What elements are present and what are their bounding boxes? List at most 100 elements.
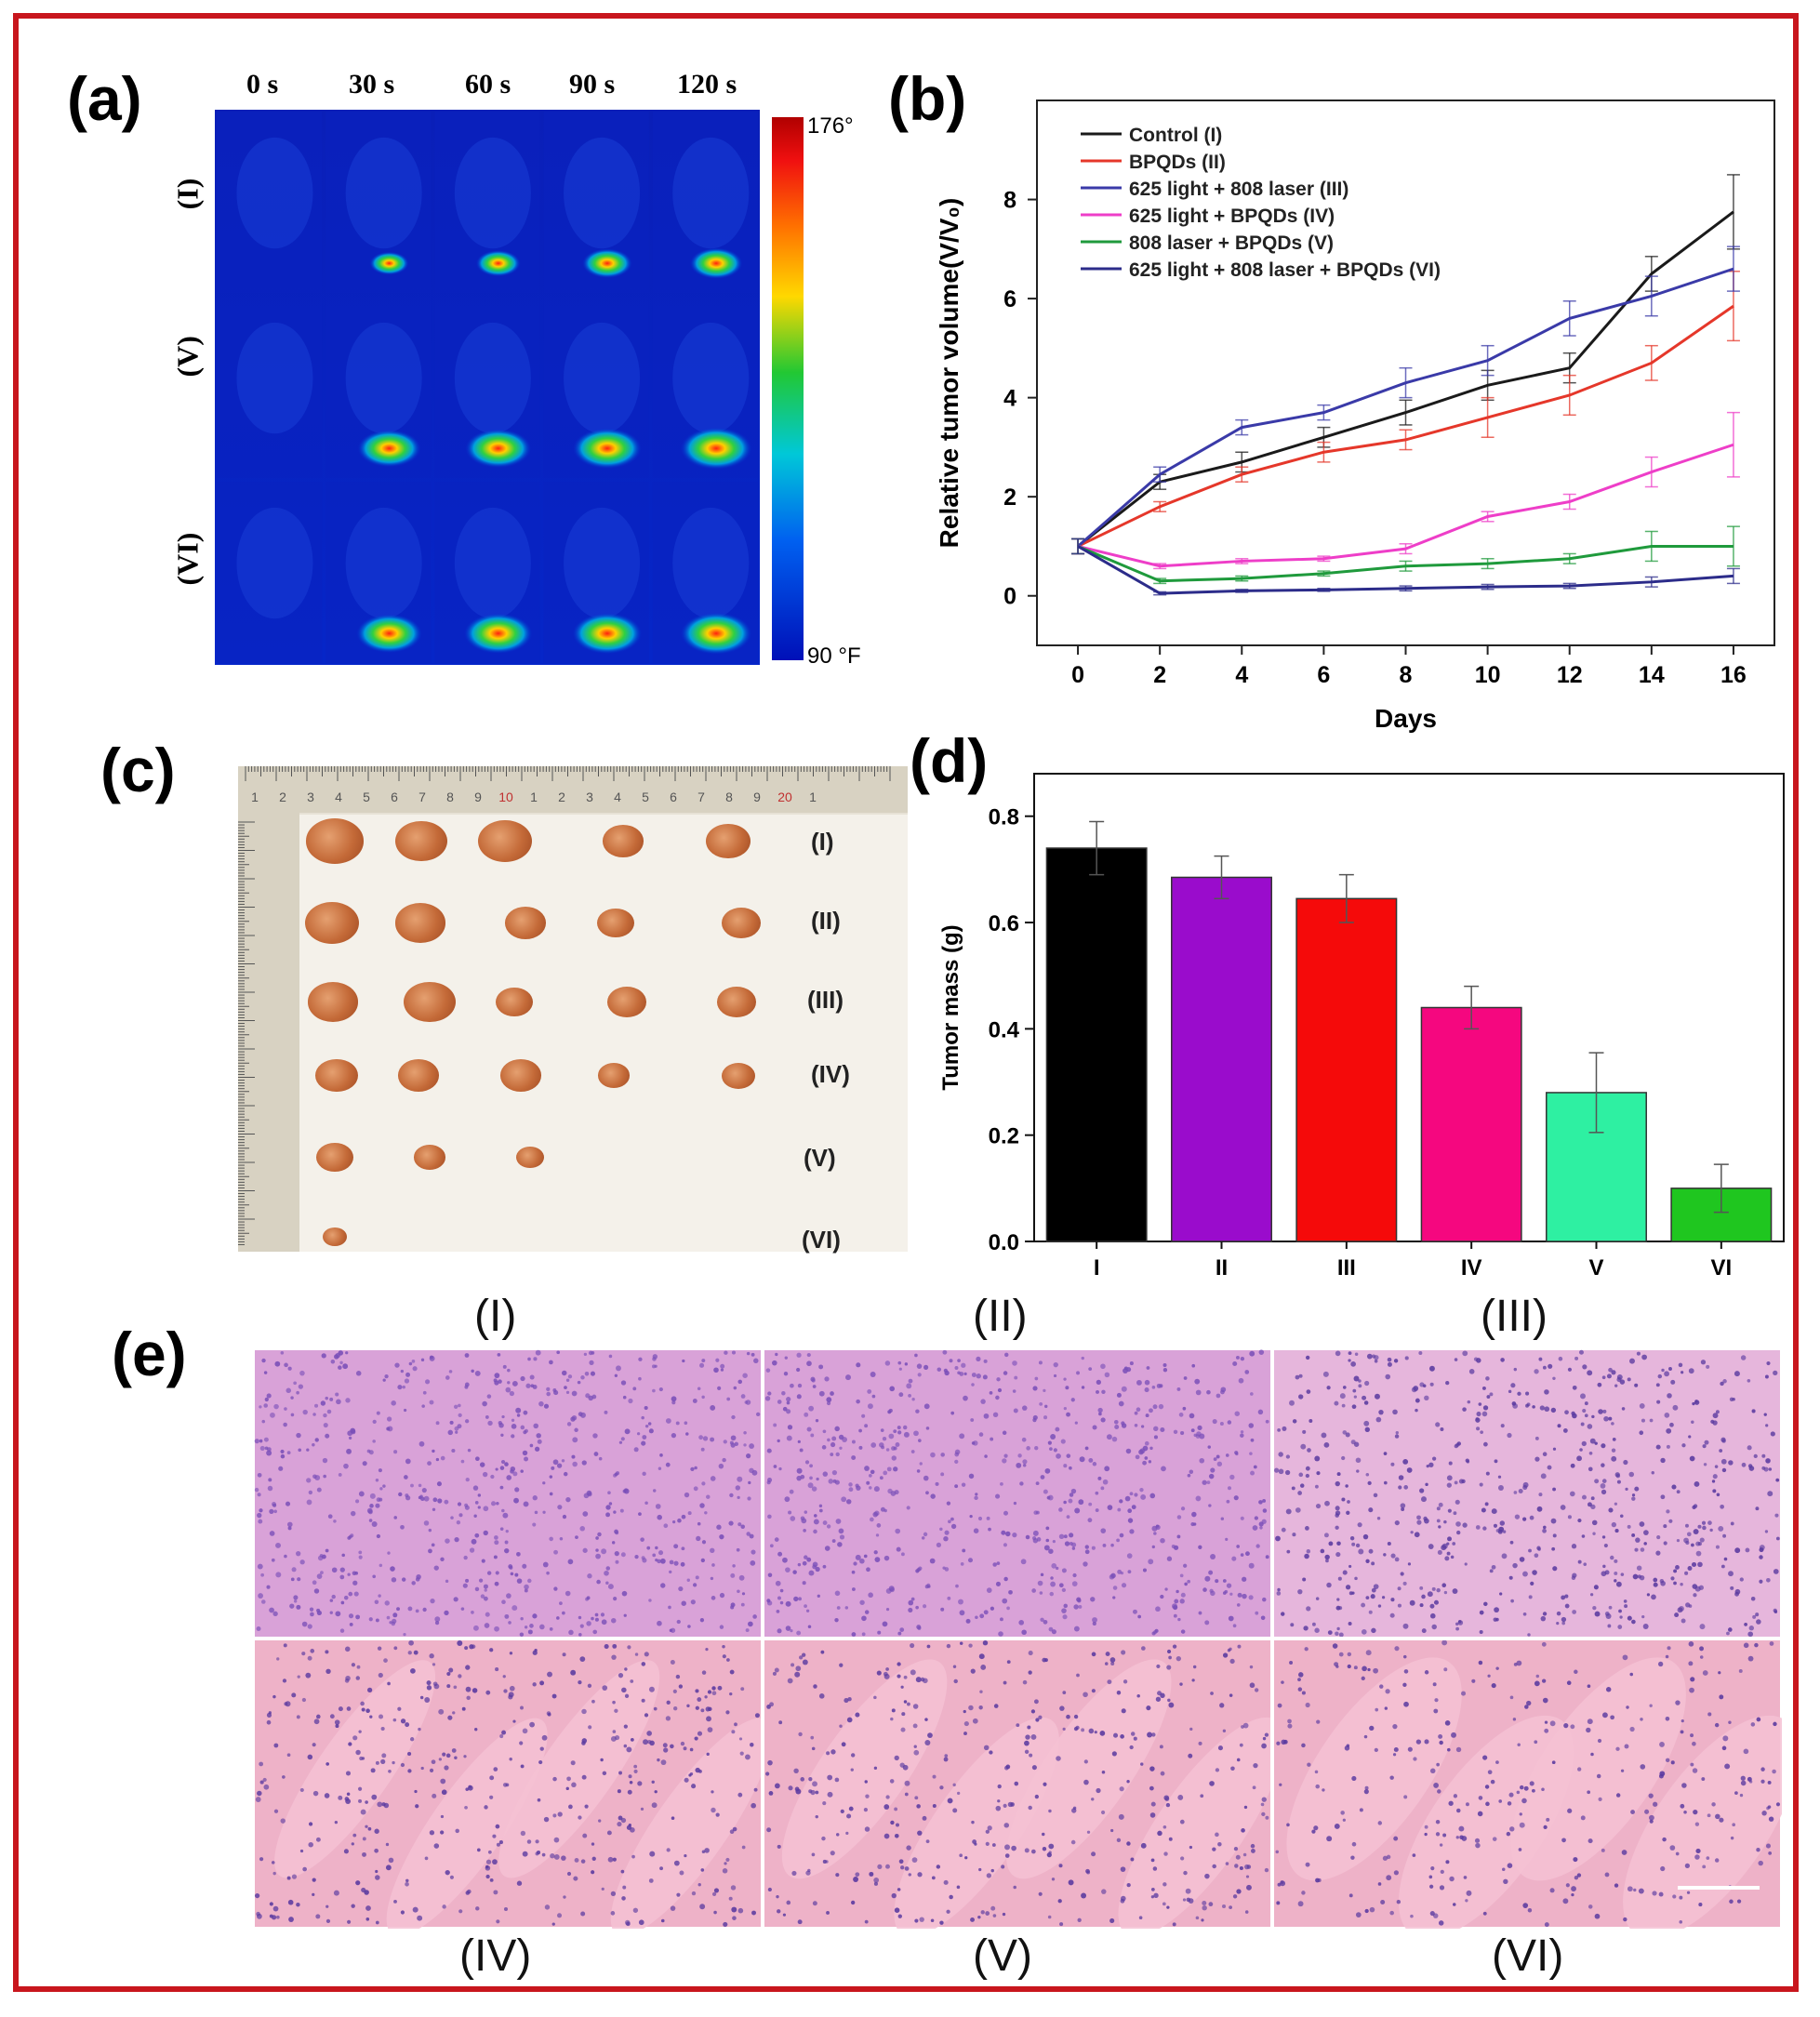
cell-nucleus bbox=[1634, 1383, 1639, 1387]
cell-nucleus bbox=[671, 1519, 676, 1524]
cell-nucleus bbox=[1694, 1854, 1700, 1860]
cell-nucleus bbox=[1095, 1508, 1099, 1512]
cell-nucleus bbox=[1516, 1660, 1522, 1666]
x-tick-label: 0 bbox=[1071, 662, 1084, 688]
cell-nucleus bbox=[1567, 1367, 1573, 1372]
cell-nucleus bbox=[257, 1563, 263, 1570]
mouse-body-outline bbox=[564, 507, 641, 619]
cell-nucleus bbox=[1716, 1493, 1720, 1497]
cell-nucleus bbox=[883, 1470, 888, 1476]
cell-nucleus bbox=[1056, 1453, 1061, 1459]
cell-nucleus bbox=[284, 1702, 288, 1706]
cell-nucleus bbox=[571, 1390, 578, 1397]
cell-nucleus bbox=[1142, 1460, 1147, 1466]
cell-nucleus bbox=[1435, 1819, 1441, 1825]
cell-nucleus bbox=[910, 1642, 915, 1649]
cell-nucleus bbox=[1195, 1389, 1202, 1396]
cell-nucleus bbox=[684, 1777, 689, 1783]
cell-nucleus bbox=[796, 1467, 803, 1474]
cell-nucleus bbox=[1367, 1480, 1372, 1486]
cell-nucleus bbox=[348, 1436, 352, 1440]
cell-nucleus bbox=[1314, 1627, 1320, 1633]
excised-tumor bbox=[598, 1063, 630, 1088]
cell-nucleus bbox=[736, 1547, 740, 1552]
cell-nucleus bbox=[911, 1398, 915, 1401]
cell-nucleus bbox=[1400, 1503, 1406, 1508]
cell-nucleus bbox=[1478, 1402, 1482, 1406]
cell-nucleus bbox=[1129, 1492, 1134, 1496]
cell-nucleus bbox=[1552, 1376, 1556, 1381]
cell-nucleus bbox=[873, 1878, 880, 1883]
cell-nucleus bbox=[1544, 1720, 1548, 1724]
cell-nucleus bbox=[742, 1373, 748, 1378]
cell-nucleus bbox=[505, 1387, 511, 1393]
cell-nucleus bbox=[325, 1918, 331, 1924]
cell-nucleus bbox=[1153, 1532, 1157, 1535]
cell-nucleus bbox=[513, 1497, 519, 1504]
cell-nucleus bbox=[730, 1572, 736, 1578]
cell-nucleus bbox=[1021, 1437, 1027, 1442]
cell-nucleus bbox=[748, 1621, 753, 1627]
cell-nucleus bbox=[1552, 1566, 1558, 1572]
cell-nucleus bbox=[810, 1433, 815, 1438]
cell-nucleus bbox=[997, 1387, 1003, 1393]
cell-nucleus bbox=[286, 1521, 293, 1528]
cell-nucleus bbox=[1160, 1771, 1165, 1776]
y-axis-label: Tumor mass (g) bbox=[938, 924, 963, 1090]
cell-nucleus bbox=[914, 1796, 919, 1800]
cell-nucleus bbox=[689, 1772, 694, 1776]
cell-nucleus bbox=[1059, 1922, 1064, 1927]
cell-nucleus bbox=[808, 1777, 813, 1782]
thermal-hotspot bbox=[582, 248, 632, 278]
cell-nucleus bbox=[524, 1588, 528, 1593]
cell-nucleus bbox=[1250, 1438, 1255, 1442]
cell-nucleus bbox=[1674, 1612, 1680, 1618]
cell-nucleus bbox=[652, 1553, 657, 1558]
cell-nucleus bbox=[786, 1409, 791, 1414]
cell-nucleus bbox=[1538, 1493, 1543, 1497]
cell-nucleus bbox=[898, 1392, 904, 1398]
cell-nucleus bbox=[464, 1419, 470, 1424]
cell-nucleus bbox=[738, 1574, 745, 1581]
cell-nucleus bbox=[964, 1856, 968, 1860]
cell-nucleus bbox=[1619, 1615, 1623, 1619]
cell-nucleus bbox=[1413, 1757, 1417, 1761]
cell-nucleus bbox=[1028, 1670, 1032, 1675]
cell-nucleus bbox=[705, 1648, 709, 1652]
cell-nucleus bbox=[414, 1789, 418, 1794]
cell-nucleus bbox=[487, 1420, 493, 1426]
x-tick-label: IV bbox=[1461, 1255, 1482, 1281]
cell-nucleus bbox=[503, 1689, 508, 1693]
cell-nucleus bbox=[1627, 1886, 1633, 1892]
cell-nucleus bbox=[1162, 1362, 1167, 1368]
cell-nucleus bbox=[1202, 1587, 1207, 1592]
cell-nucleus bbox=[1694, 1822, 1700, 1826]
cell-nucleus bbox=[1564, 1410, 1569, 1415]
cell-nucleus bbox=[595, 1536, 599, 1540]
cell-nucleus bbox=[393, 1899, 397, 1904]
cell-nucleus bbox=[805, 1609, 810, 1612]
cell-nucleus bbox=[1084, 1446, 1089, 1451]
cell-nucleus bbox=[687, 1625, 691, 1628]
cell-nucleus bbox=[707, 1727, 713, 1732]
cell-nucleus bbox=[393, 1450, 398, 1454]
cell-nucleus bbox=[1100, 1417, 1106, 1423]
cell-nucleus bbox=[514, 1487, 520, 1493]
cell-nucleus bbox=[296, 1604, 301, 1610]
cell-nucleus bbox=[537, 1798, 541, 1802]
cell-nucleus bbox=[1741, 1462, 1747, 1467]
cell-nucleus bbox=[1765, 1458, 1771, 1464]
cell-nucleus bbox=[1633, 1888, 1637, 1892]
cell-nucleus bbox=[520, 1425, 525, 1430]
cell-nucleus bbox=[1767, 1491, 1774, 1497]
cell-nucleus bbox=[1159, 1745, 1163, 1749]
cell-nucleus bbox=[504, 1462, 509, 1466]
cell-nucleus bbox=[1768, 1816, 1774, 1822]
cell-nucleus bbox=[1486, 1395, 1491, 1399]
cell-nucleus bbox=[1365, 1650, 1372, 1656]
cell-nucleus bbox=[400, 1910, 405, 1915]
cell-nucleus bbox=[440, 1778, 446, 1785]
cell-nucleus bbox=[887, 1410, 892, 1414]
cell-nucleus bbox=[1407, 1746, 1413, 1752]
cell-nucleus bbox=[315, 1837, 321, 1842]
